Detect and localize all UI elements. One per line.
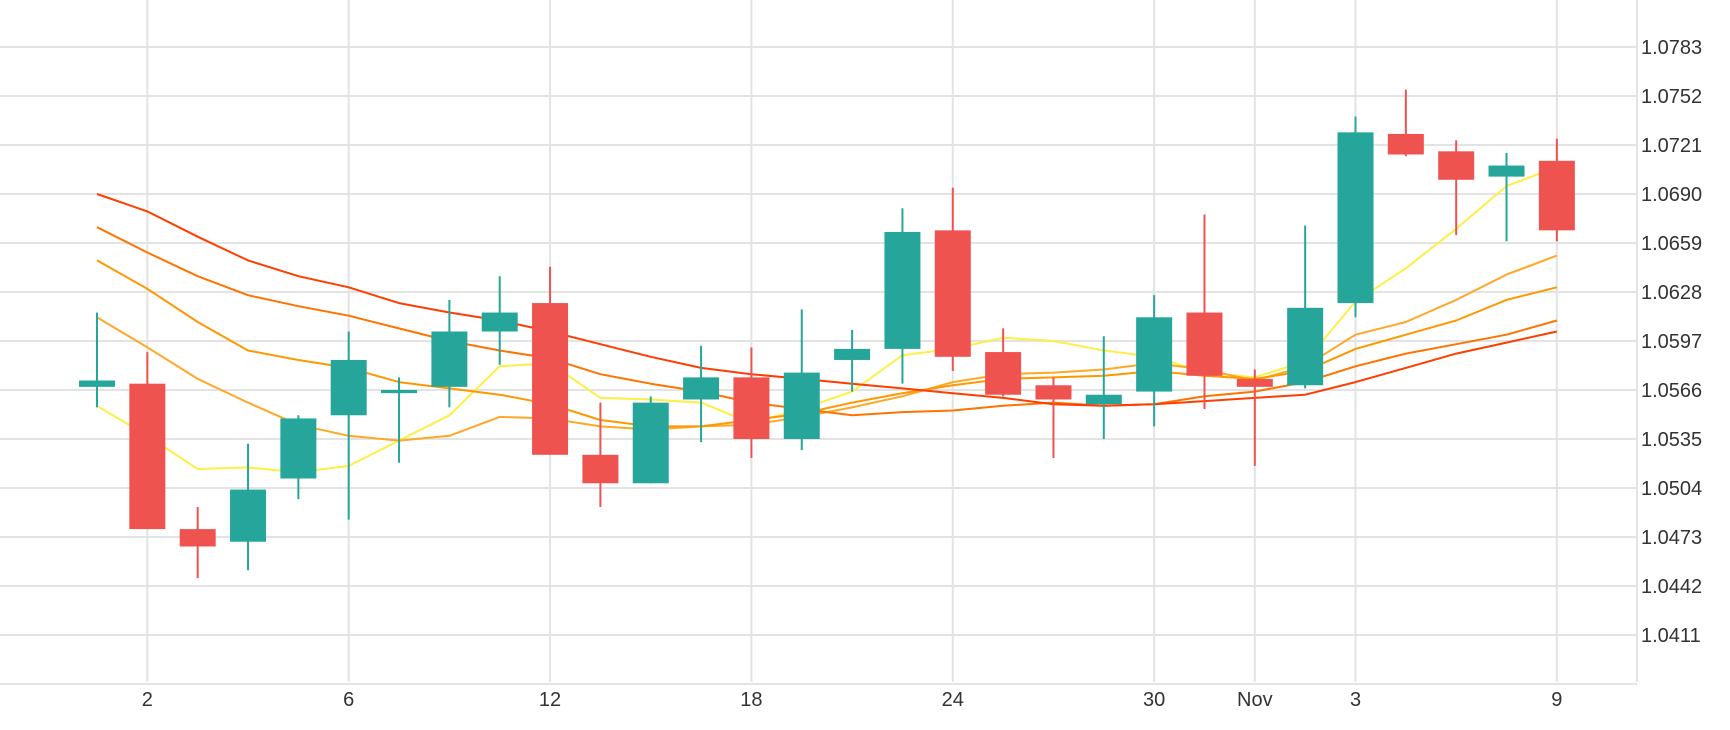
candle-body <box>783 372 820 439</box>
y-tick-label: 1.0659 <box>1641 233 1702 255</box>
candle-body <box>1035 385 1072 400</box>
candle-body <box>1538 160 1575 231</box>
candle-up <box>783 309 820 451</box>
candle-body <box>532 303 569 455</box>
x-tick-label: 18 <box>740 689 762 711</box>
candle-body <box>280 418 317 479</box>
candle-body <box>1387 133 1424 155</box>
candle-body <box>582 454 619 484</box>
candles <box>79 89 1575 579</box>
candle-body <box>381 390 418 394</box>
x-tick-label: 24 <box>942 689 964 711</box>
candle-body <box>230 489 267 542</box>
x-tick-label: 6 <box>343 689 354 711</box>
candle-body <box>834 348 871 360</box>
candle-down <box>985 328 1022 397</box>
y-tick-label: 1.0752 <box>1641 86 1702 108</box>
y-tick-label: 1.0721 <box>1641 135 1702 157</box>
candle-body <box>79 380 115 387</box>
y-tick-label: 1.0473 <box>1641 527 1702 549</box>
candle-body <box>431 331 468 387</box>
candle-body <box>683 377 720 400</box>
candle-body <box>1186 312 1223 376</box>
grid <box>0 0 1638 685</box>
candle-down <box>1387 89 1424 157</box>
y-tick-label: 1.0504 <box>1641 478 1702 500</box>
candle-body <box>481 312 518 332</box>
candle-down <box>582 402 619 507</box>
candle-body <box>1136 317 1173 392</box>
candle-body <box>985 352 1022 395</box>
candle-body <box>632 402 669 484</box>
candle-down <box>1438 140 1475 236</box>
y-tick-label: 1.0597 <box>1641 331 1702 353</box>
candle-up <box>1085 336 1122 439</box>
candle-up <box>834 329 871 392</box>
candle-body <box>330 359 367 416</box>
candle-up <box>1136 295 1173 427</box>
candle-up <box>884 208 921 384</box>
x-tick-label: Nov <box>1237 689 1273 711</box>
candle-body <box>1085 394 1122 405</box>
x-tick-label: 9 <box>1551 689 1562 711</box>
candle-up <box>79 312 115 408</box>
candle-up <box>1287 225 1324 389</box>
y-tick-label: 1.0783 <box>1641 37 1702 59</box>
candle-body <box>934 230 971 357</box>
x-tick-label: 12 <box>539 689 561 711</box>
y-tick-label: 1.0411 <box>1641 625 1701 647</box>
candle-body <box>733 377 770 439</box>
candle-down <box>532 266 569 455</box>
candle-down <box>1538 138 1575 242</box>
y-tick-label: 1.0535 <box>1641 429 1702 451</box>
candle-body <box>1438 151 1475 180</box>
candle-up <box>330 331 367 520</box>
y-axis: 1.0411 1.0442 1.0473 1.0504 1.0535 1.0566 1.05… <box>1641 37 1702 647</box>
candle-up <box>431 299 468 408</box>
candle-up <box>1488 152 1525 242</box>
candle-down <box>129 352 166 530</box>
x-tick-label: 2 <box>142 689 153 711</box>
candle-body <box>129 383 166 530</box>
candle-body <box>1236 378 1273 387</box>
candle-up <box>1337 116 1374 318</box>
candle-up <box>683 345 720 443</box>
y-tick-label: 1.0628 <box>1641 282 1702 304</box>
candle-body <box>884 231 921 349</box>
x-tick-label: 30 <box>1143 689 1165 711</box>
candle-body <box>1337 132 1374 304</box>
candle-up <box>230 443 267 571</box>
y-tick-label: 1.0442 <box>1641 576 1702 598</box>
candle-down <box>1236 369 1273 466</box>
candle-down <box>1186 214 1223 409</box>
x-tick-label: 3 <box>1350 689 1361 711</box>
candle-down <box>179 506 216 579</box>
candle-down <box>934 187 971 372</box>
candle-body <box>1488 165 1525 177</box>
candle-up <box>280 415 317 500</box>
candle-down <box>1035 377 1072 458</box>
moving-average-line <box>96 193 1558 407</box>
candle-up <box>381 377 418 463</box>
candle-body <box>1287 307 1324 386</box>
y-tick-label: 1.0690 <box>1641 184 1702 206</box>
y-tick-label: 1.0566 <box>1641 380 1702 402</box>
candle-up <box>481 276 518 365</box>
candle-down <box>733 347 770 458</box>
candle-up <box>632 396 669 484</box>
x-axis: 2 6 12 18 24 30 Nov 3 9 <box>142 689 1563 711</box>
candle-body <box>179 529 216 547</box>
